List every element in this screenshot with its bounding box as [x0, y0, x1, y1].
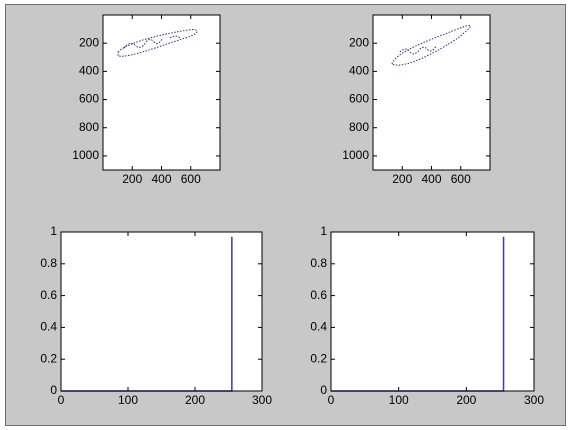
- x-tick-label: 200: [392, 172, 412, 186]
- x-tick-label: 200: [456, 393, 476, 407]
- y-tick-label: 200: [79, 35, 99, 49]
- y-tick-label: 200: [349, 35, 369, 49]
- x-tick-label: 0: [328, 393, 335, 407]
- y-tick-label: 1: [50, 224, 57, 238]
- figure: 2004006002004006008001000200400600200400…: [0, 0, 571, 430]
- y-tick-label: 600: [349, 92, 369, 106]
- y-tick-label: 400: [79, 64, 99, 78]
- y-tick-label: 0.4: [40, 320, 57, 334]
- y-tick-label: 0: [50, 383, 57, 397]
- y-tick-label: 1000: [72, 148, 99, 162]
- x-tick-label: 200: [185, 393, 205, 407]
- y-tick-label: 0.4: [310, 320, 327, 334]
- y-tick-label: 600: [79, 92, 99, 106]
- x-tick-label: 600: [451, 172, 471, 186]
- axes-background: [373, 15, 490, 170]
- y-tick-label: 0.8: [40, 256, 57, 270]
- x-tick-label: 300: [252, 393, 272, 407]
- y-tick-label: 0.2: [310, 351, 327, 365]
- y-tick-label: 0.6: [310, 288, 327, 302]
- x-tick-label: 100: [118, 393, 138, 407]
- x-tick-label: 300: [524, 393, 544, 407]
- y-tick-label: 0.6: [40, 288, 57, 302]
- y-tick-label: 800: [349, 120, 369, 134]
- y-tick-label: 400: [349, 64, 369, 78]
- y-tick-label: 0: [320, 383, 327, 397]
- x-tick-label: 400: [151, 172, 171, 186]
- y-tick-label: 1: [320, 224, 327, 238]
- x-tick-label: 200: [122, 172, 142, 186]
- x-tick-label: 0: [58, 393, 65, 407]
- axes-background: [103, 15, 220, 170]
- y-tick-label: 0.8: [310, 256, 327, 270]
- y-tick-label: 800: [79, 120, 99, 134]
- y-tick-label: 0.2: [40, 351, 57, 365]
- x-tick-label: 600: [181, 172, 201, 186]
- y-tick-label: 1000: [342, 148, 369, 162]
- x-tick-label: 100: [389, 393, 409, 407]
- x-tick-label: 400: [421, 172, 441, 186]
